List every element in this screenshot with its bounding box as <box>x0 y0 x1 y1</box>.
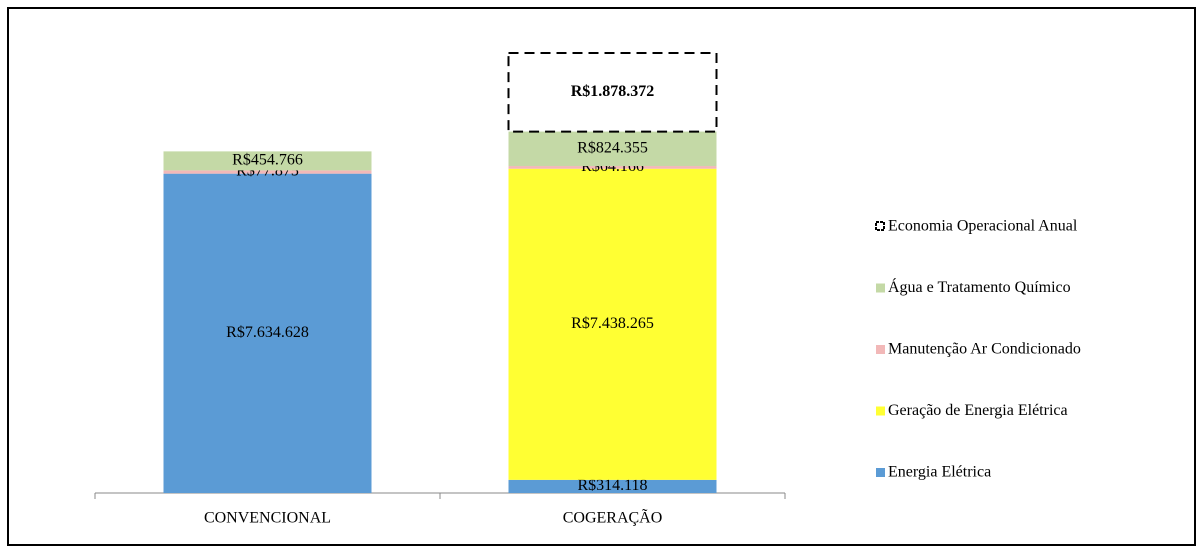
legend-swatch <box>876 283 885 293</box>
bar-segment <box>508 166 717 169</box>
legend-swatch <box>876 406 885 416</box>
data-label: R$7.634.628 <box>226 324 309 341</box>
data-label: R$314.118 <box>577 477 647 494</box>
bar-segment <box>508 479 717 493</box>
legend-swatch <box>875 221 885 231</box>
legend-label: Geração de Energia Elétrica <box>888 402 1068 419</box>
legend-swatch <box>876 345 885 354</box>
x-tick-label: COGERAÇÃO <box>563 509 663 527</box>
x-tick-label: CONVENCIONAL <box>204 510 331 527</box>
legend-label: Água e Tratamento Químico <box>888 277 1071 296</box>
legend-label: Energia Elétrica <box>888 464 991 481</box>
bar-segment <box>508 131 717 167</box>
data-label: R$824.355 <box>577 139 648 156</box>
bar-segment <box>163 151 372 171</box>
bar-segment <box>163 170 372 174</box>
bar-segment <box>163 173 372 493</box>
bar-segment <box>507 52 718 133</box>
bar-segment <box>508 168 717 480</box>
legend-swatch <box>876 468 885 477</box>
data-label: R$454.766 <box>232 152 303 169</box>
data-label: R$1.878.372 <box>571 83 655 100</box>
data-label: R$7.438.265 <box>571 315 654 332</box>
legend-label: Manutenção Ar Condicionado <box>888 341 1081 358</box>
legend-label: Economia Operacional Anual <box>888 218 1078 235</box>
